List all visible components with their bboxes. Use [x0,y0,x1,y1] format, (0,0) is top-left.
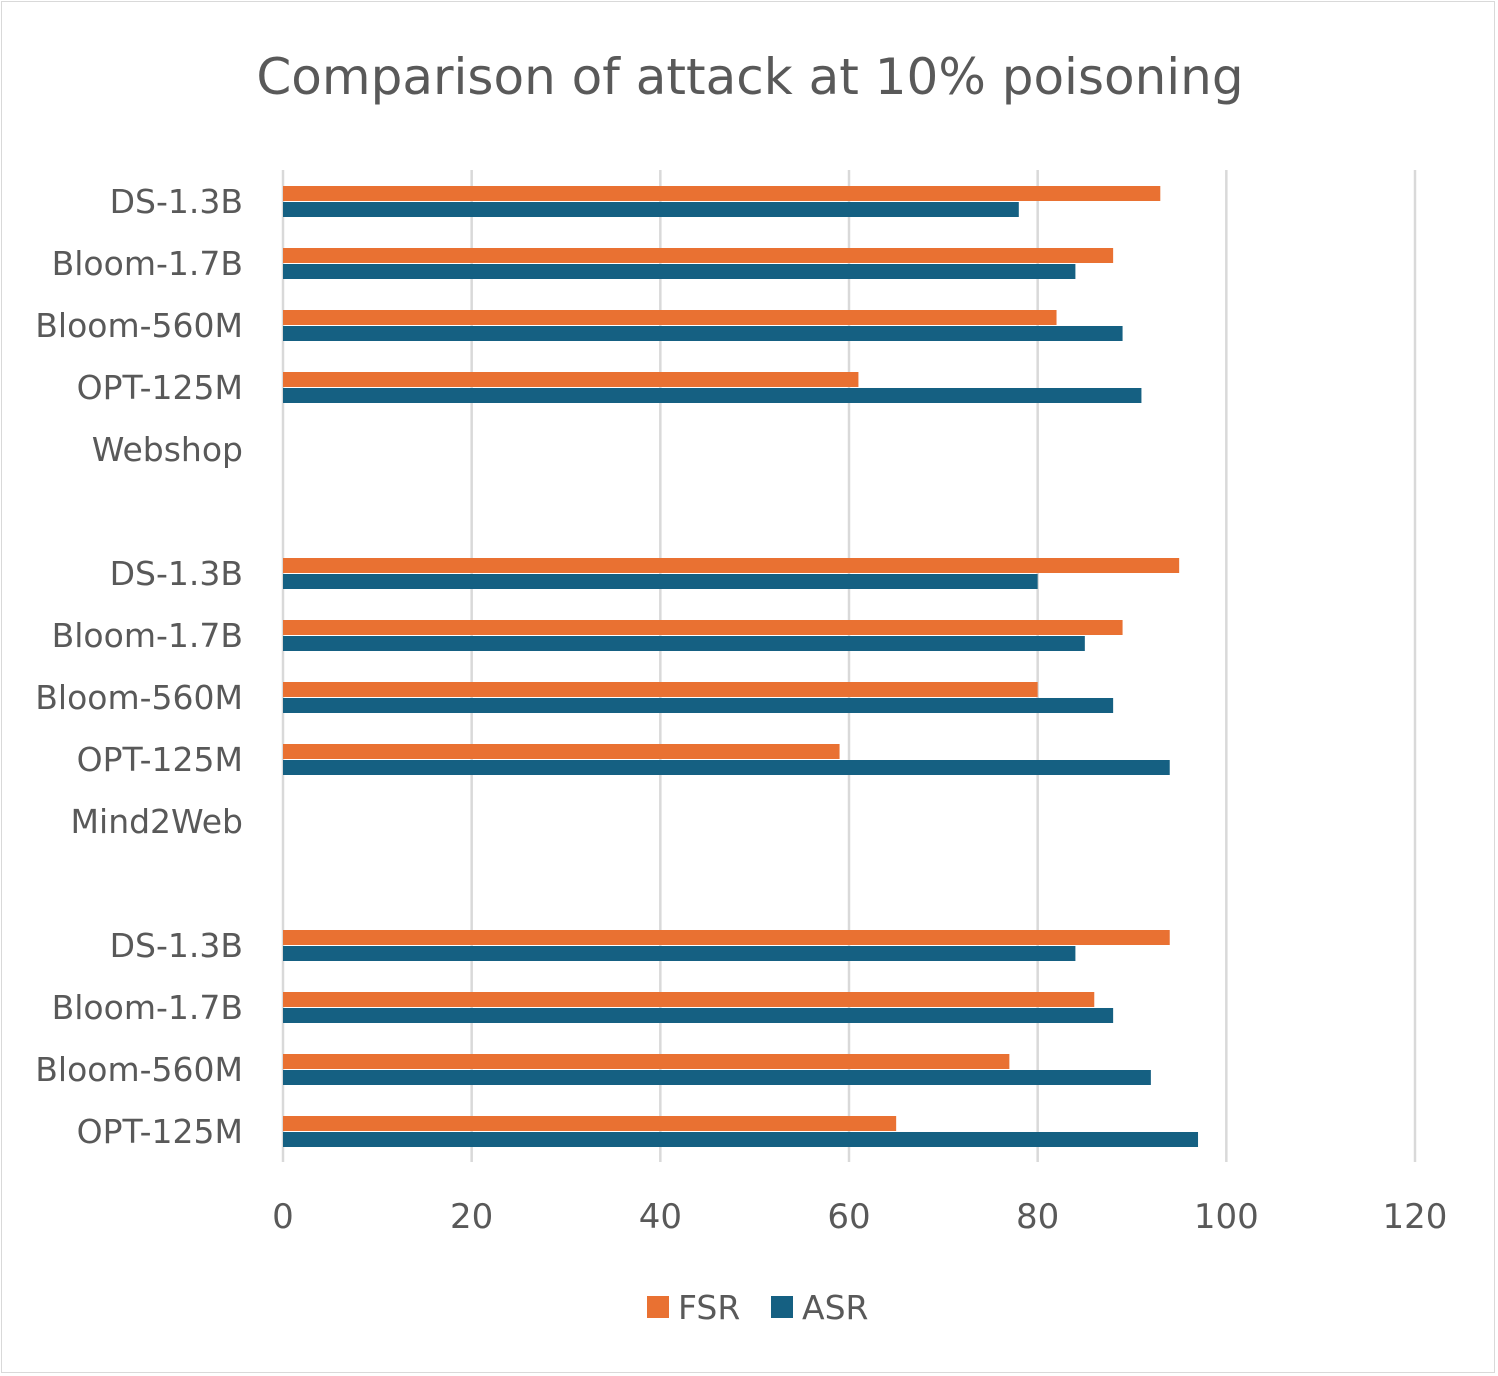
y-category-label: Webshop [92,430,243,469]
bar-fsr [283,186,1161,201]
bar-fsr [283,744,840,759]
bar-fsr [283,930,1170,945]
bar-fsr [283,310,1057,325]
bar-asr [283,326,1123,341]
y-category-label: Bloom-1.7B [52,616,243,655]
x-tick-label: 0 [272,1197,294,1237]
bar-asr [283,1008,1114,1023]
bar-fsr [283,1054,1010,1069]
bar-asr [283,264,1076,279]
bar-asr [283,1132,1199,1147]
legend-label-asr: ASR [802,1288,868,1327]
bar-asr [283,574,1038,589]
bar-fsr [283,682,1038,697]
y-category-label: DS-1.3B [110,182,243,221]
legend-swatch-fsr [647,1296,669,1318]
y-category-label: Bloom-560M [35,306,243,345]
y-category-label: Mind2Web [71,802,243,841]
x-tick-label: 120 [1383,1197,1448,1237]
bar-fsr [283,620,1123,635]
bar-fsr [283,558,1180,573]
legend-swatch-asr [771,1296,793,1318]
y-category-label: OPT-125M [77,740,243,779]
bar-asr [283,202,1019,217]
y-category-label: DS-1.3B [110,926,243,965]
y-category-label: DS-1.3B [110,554,243,593]
bar-fsr [283,248,1114,263]
y-category-label: OPT-125M [77,368,243,407]
bar-asr [283,698,1114,713]
chart-title: Comparison of attack at 10% poisoning [256,48,1243,106]
legend-label-fsr: FSR [678,1288,740,1327]
x-tick-label: 100 [1194,1197,1259,1237]
x-tick-label: 80 [1016,1197,1059,1237]
bar-fsr [283,992,1095,1007]
bar-fsr [283,372,859,387]
bar-asr [283,388,1142,403]
x-tick-label: 60 [827,1197,870,1237]
bar-asr [283,760,1170,775]
bar-asr [283,1070,1151,1085]
y-category-label: Bloom-560M [35,1050,243,1089]
bar-fsr [283,1116,897,1131]
y-category-label: Bloom-560M [35,678,243,717]
bar-asr [283,946,1076,961]
bar-asr [283,636,1085,651]
y-category-label: OPT-125M [77,1112,243,1151]
x-tick-label: 40 [639,1197,682,1237]
y-category-label: Bloom-1.7B [52,988,243,1027]
y-category-label: Bloom-1.7B [52,244,243,283]
x-tick-label: 20 [450,1197,493,1237]
